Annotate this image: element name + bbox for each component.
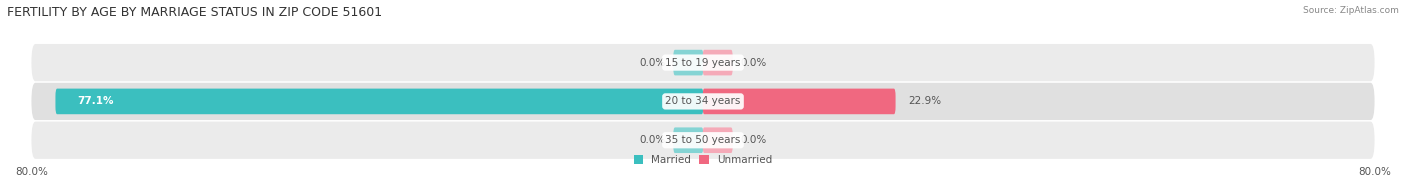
FancyBboxPatch shape xyxy=(703,50,733,75)
FancyBboxPatch shape xyxy=(31,83,1375,120)
FancyBboxPatch shape xyxy=(31,122,1375,159)
Legend: Married, Unmarried: Married, Unmarried xyxy=(634,155,772,165)
FancyBboxPatch shape xyxy=(673,50,703,75)
Text: 0.0%: 0.0% xyxy=(741,58,768,68)
Text: FERTILITY BY AGE BY MARRIAGE STATUS IN ZIP CODE 51601: FERTILITY BY AGE BY MARRIAGE STATUS IN Z… xyxy=(7,6,382,19)
Text: 77.1%: 77.1% xyxy=(77,96,114,106)
Text: 20 to 34 years: 20 to 34 years xyxy=(665,96,741,106)
Text: 0.0%: 0.0% xyxy=(638,58,665,68)
Text: 22.9%: 22.9% xyxy=(908,96,941,106)
FancyBboxPatch shape xyxy=(703,127,733,153)
FancyBboxPatch shape xyxy=(703,89,896,114)
FancyBboxPatch shape xyxy=(55,89,703,114)
Text: 15 to 19 years: 15 to 19 years xyxy=(665,58,741,68)
FancyBboxPatch shape xyxy=(673,127,703,153)
Text: 35 to 50 years: 35 to 50 years xyxy=(665,135,741,145)
FancyBboxPatch shape xyxy=(31,44,1375,81)
Text: 0.0%: 0.0% xyxy=(638,135,665,145)
Text: Source: ZipAtlas.com: Source: ZipAtlas.com xyxy=(1303,6,1399,15)
Text: 0.0%: 0.0% xyxy=(741,135,768,145)
